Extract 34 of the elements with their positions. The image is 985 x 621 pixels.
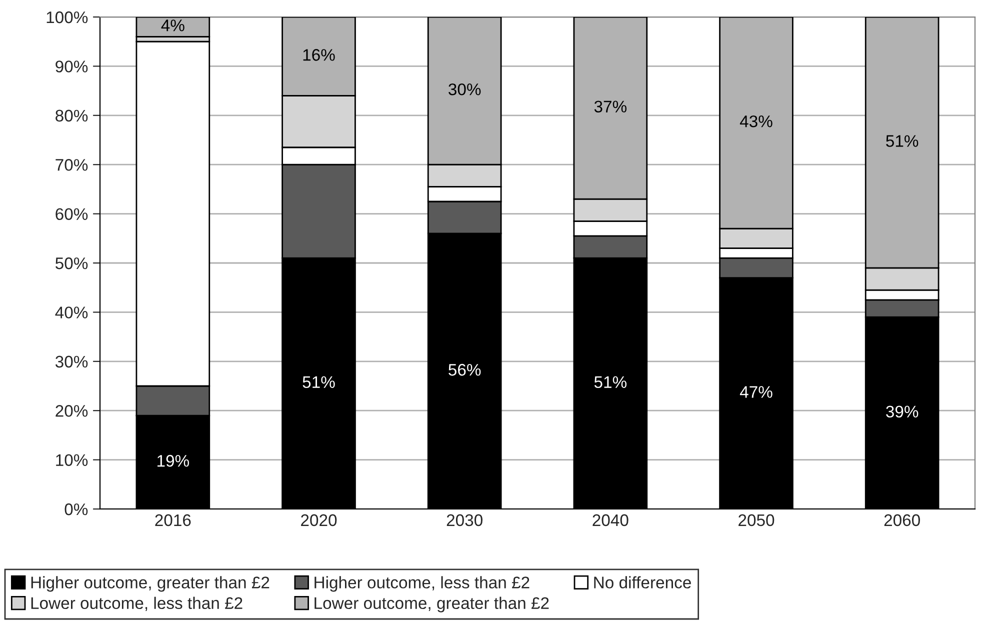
y-tick-label: 100% (46, 11, 88, 24)
data-label: 19% (158, 454, 190, 467)
y-tick-label: 70% (56, 159, 88, 171)
y-tick-label: 0% (64, 503, 88, 516)
data-label: 51% (594, 376, 627, 388)
y-tick-label: 10% (56, 454, 88, 466)
y-tick-label: 40% (55, 306, 88, 318)
data-label: 43% (740, 115, 772, 128)
data-label: 47% (740, 386, 772, 398)
data-label: 51% (302, 376, 335, 388)
x-tick-label: 2060 (884, 514, 920, 526)
data-label: 16% (303, 49, 335, 61)
y-tick-label: 50% (56, 257, 88, 270)
y-tick-label: 90% (56, 60, 88, 72)
y-tick-label: 30% (55, 356, 88, 368)
legend-label: Lower outcome, less than £2 (31, 596, 242, 612)
x-tick-label: 2050 (738, 514, 774, 526)
legend-label: Lower outcome, greater than £2 (314, 596, 549, 612)
y-tick-label: 20% (56, 405, 88, 417)
legend-label: No difference (594, 576, 691, 588)
data-label: 30% (448, 83, 481, 96)
x-tick-label: 2020 (301, 514, 337, 526)
data-label: 51% (886, 135, 918, 147)
y-tick-label: 80% (56, 110, 88, 122)
data-label: 37% (594, 100, 627, 112)
legend-label: Higher outcome, greater than £2 (31, 576, 270, 592)
data-label: 56% (448, 364, 481, 376)
data-label: 4% (161, 20, 184, 32)
data-label: 39% (886, 406, 918, 418)
x-tick-label: 2016 (155, 514, 191, 526)
x-tick-label: 2030 (446, 514, 482, 526)
y-tick-label: 60% (56, 208, 88, 220)
legend-label: Higher outcome, less than £2 (314, 576, 530, 592)
x-tick-label: 2040 (592, 514, 628, 526)
